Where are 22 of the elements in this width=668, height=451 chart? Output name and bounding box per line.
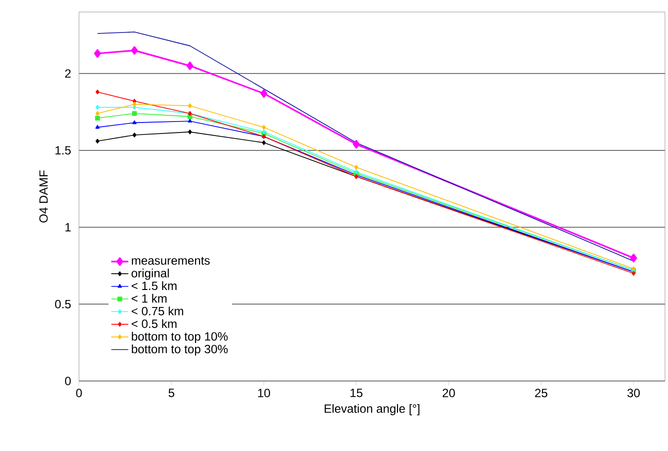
- x-tick-label: 20: [442, 388, 455, 398]
- y-tick-label: 1.5: [56, 146, 71, 155]
- legend-label: bottom to top 10%: [132, 332, 228, 344]
- legend-label: < 1.5 km: [132, 281, 176, 290]
- legend-label: bottom to top 30%: [132, 344, 228, 356]
- x-tick-label: 10: [258, 388, 270, 398]
- legend-label: < 1 km: [132, 294, 167, 303]
- x-tick-label: 25: [535, 388, 548, 398]
- y-axis-title: O4 DAMF: [39, 170, 48, 223]
- x-tick-label: 15: [350, 388, 362, 398]
- y-tick-label: 1: [65, 223, 71, 232]
- x-axis-title: Elevation angle [°]: [324, 404, 420, 416]
- legend-label: < 0.75 km: [132, 306, 184, 316]
- x-tick-label: 5: [168, 388, 174, 398]
- y-tick-label: 2: [65, 69, 71, 78]
- x-tick-label: 30: [627, 388, 640, 398]
- legend-label: < 0.5 km: [132, 319, 176, 328]
- x-tick-label: 0: [76, 388, 82, 398]
- y-tick-label: 0.5: [55, 300, 71, 308]
- y-tick-label: 0: [65, 376, 71, 386]
- legend-label: measurements: [132, 256, 210, 265]
- legend-label: original: [132, 268, 169, 280]
